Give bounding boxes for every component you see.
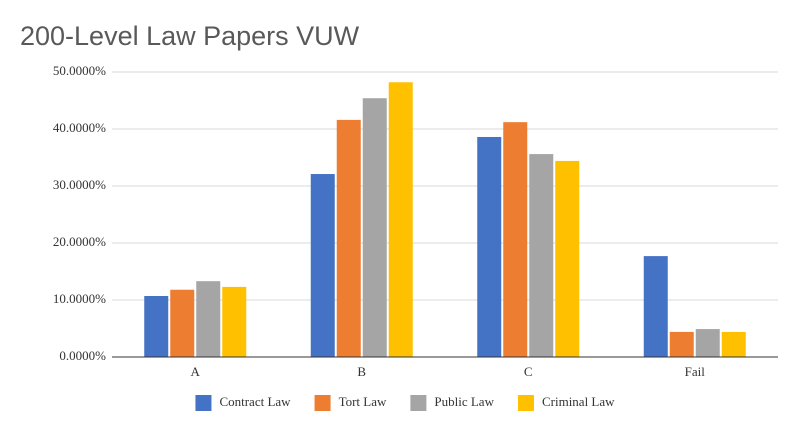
legend-swatch — [195, 395, 212, 411]
bar — [362, 98, 387, 357]
y-tick-label: 30.0000% — [53, 177, 106, 192]
bar — [310, 174, 335, 357]
bar — [555, 160, 580, 357]
bar — [170, 289, 195, 357]
bar — [503, 122, 528, 357]
bar — [695, 329, 720, 357]
bar — [388, 82, 413, 357]
y-tick-label: 0.0000% — [59, 348, 106, 363]
bar — [529, 154, 554, 357]
bar — [144, 296, 169, 357]
legend-label: Tort Law — [339, 394, 387, 409]
bar — [477, 136, 502, 357]
y-tick-label: 50.0000% — [53, 63, 106, 78]
x-tick-label: A — [191, 364, 201, 379]
x-tick-label: C — [524, 364, 533, 379]
bar — [196, 281, 221, 357]
chart-title: 200-Level Law Papers VUW — [20, 21, 360, 51]
legend-swatch — [517, 395, 534, 411]
legend-label: Public Law — [434, 394, 494, 409]
x-tick-label: B — [357, 364, 366, 379]
bar — [721, 331, 746, 357]
bar — [643, 256, 668, 357]
legend-swatch — [314, 395, 331, 411]
y-tick-label: 10.0000% — [53, 291, 106, 306]
x-tick-label: Fail — [685, 364, 706, 379]
bar — [222, 286, 247, 357]
bar — [669, 331, 694, 357]
legend-label: Criminal Law — [542, 394, 615, 409]
y-tick-label: 40.0000% — [53, 120, 106, 135]
y-tick-label: 20.0000% — [53, 234, 106, 249]
legend-swatch — [410, 395, 427, 411]
bar — [336, 119, 361, 357]
legend-label: Contract Law — [219, 394, 291, 409]
